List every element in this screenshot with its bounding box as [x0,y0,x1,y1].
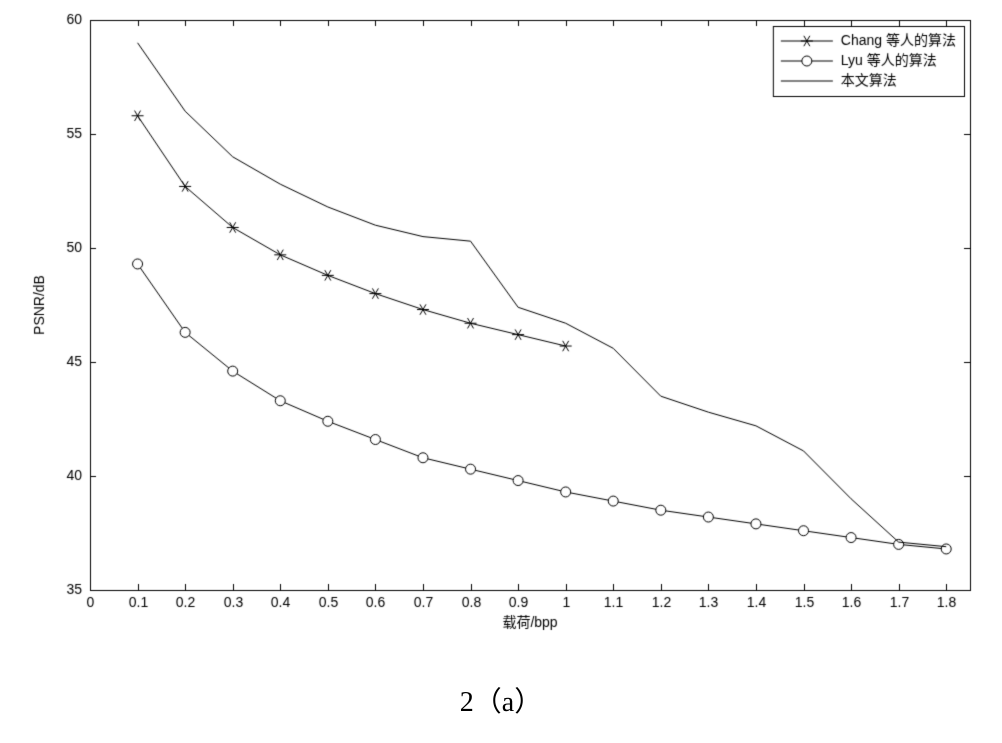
psnr-bpp-chart [0,0,1002,743]
figure-caption: 2（a） [0,680,1002,720]
figure-caption-text: 2（a） [460,687,542,718]
